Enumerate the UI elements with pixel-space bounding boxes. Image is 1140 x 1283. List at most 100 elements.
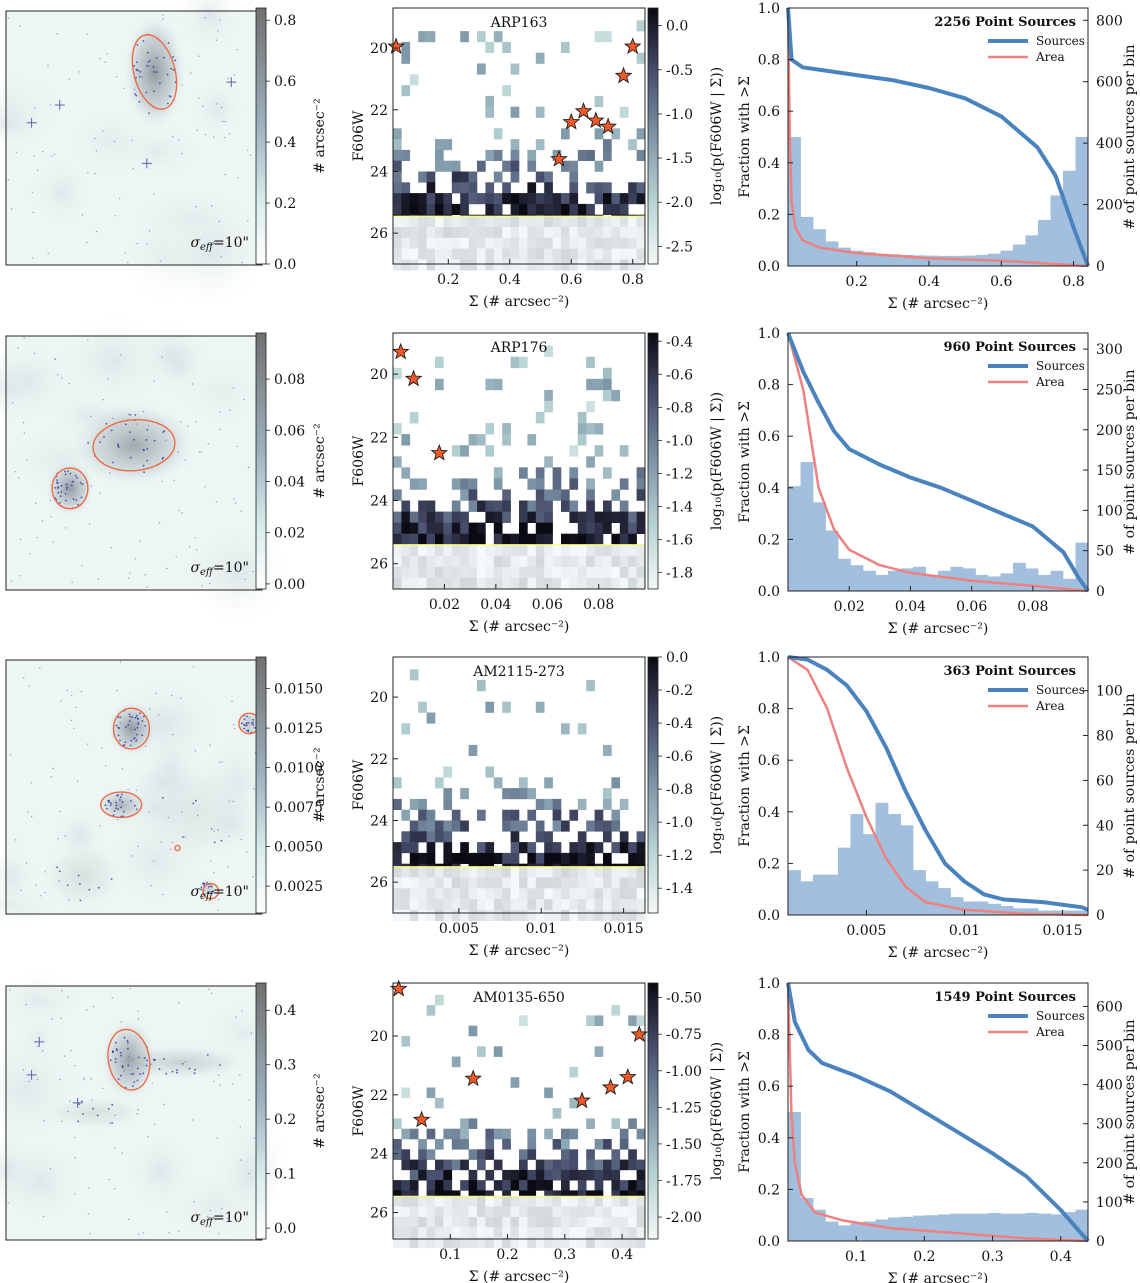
- cmd-bin: [485, 423, 495, 435]
- point-source-dot: [68, 78, 71, 80]
- cmd-bin: [401, 434, 411, 446]
- cmd-bin: [552, 478, 562, 490]
- cmd-bin-faint: [409, 248, 419, 260]
- cmd-bin: [409, 1190, 419, 1201]
- point-source-dot: [49, 499, 52, 502]
- point-source-dot: [191, 383, 194, 385]
- cmd-bin-faint: [519, 1216, 528, 1228]
- cmd-bin: [510, 831, 520, 843]
- cmd-bin-faint: [636, 216, 646, 228]
- cmd-bin-faint: [569, 555, 579, 568]
- cmd-bin: [586, 500, 595, 512]
- histogram-bar: [913, 870, 926, 915]
- point-source-dot: [57, 838, 59, 840]
- cmd-bin: [577, 1180, 587, 1191]
- point-source-dot: [128, 1218, 130, 1221]
- cmd-bin: [636, 1159, 646, 1171]
- point-source-dot: [74, 1136, 76, 1139]
- cmd-bin: [393, 149, 402, 161]
- hist-tick-label: 100: [1096, 684, 1123, 700]
- point-source-dot: [52, 541, 54, 543]
- cmd-bin-faint: [611, 566, 621, 579]
- cmd-bin-faint: [418, 555, 427, 568]
- point-source-dot: [136, 808, 138, 811]
- point-source-dot: [207, 442, 209, 445]
- cmd-bin: [435, 356, 444, 369]
- histogram-bar: [1025, 568, 1039, 591]
- cmd-bin: [586, 1169, 595, 1181]
- cmd-bin-faint: [418, 566, 427, 579]
- y-tick-label: 0.6: [758, 429, 780, 445]
- cmd-bin-faint: [502, 899, 511, 911]
- cmd-bin: [477, 522, 486, 534]
- cmd-bin-faint: [502, 909, 511, 921]
- cmd-bin-faint: [519, 248, 528, 260]
- cmd-bin: [502, 41, 511, 53]
- cmd-bin-faint: [603, 1227, 612, 1238]
- cmd-bin: [552, 193, 562, 205]
- point-source-dot: [210, 205, 213, 207]
- cmd-bin-faint: [502, 259, 511, 271]
- cmd-bin-faint: [485, 899, 495, 911]
- point-source-dot: [227, 77, 229, 80]
- point-source-dot: [102, 1087, 104, 1090]
- point-source-dot: [79, 883, 81, 885]
- y-tick-label: 24: [370, 494, 388, 510]
- cmd-bin: [586, 1015, 595, 1026]
- cmd-bin-faint: [552, 216, 562, 228]
- cmd-bin: [628, 1190, 637, 1201]
- cmd-bin: [409, 193, 419, 205]
- hist-tick-label: 0: [1096, 908, 1105, 924]
- point-source-dot: [50, 776, 53, 778]
- cmd-bin: [510, 788, 520, 800]
- cmd-bin: [493, 511, 503, 523]
- point-source-dot: [163, 430, 166, 432]
- cmd-bin: [401, 500, 411, 512]
- cmd-colorbar-tick-label: -2.0: [666, 195, 693, 211]
- cmd-bin: [569, 852, 579, 864]
- cmd-bin-faint: [577, 555, 587, 568]
- cmd-bin: [569, 1066, 579, 1078]
- cmd-bin-faint: [468, 544, 478, 557]
- fraction-frame: [787, 7, 1089, 267]
- cmd-bin: [561, 160, 570, 172]
- point-source-dot: [158, 1068, 161, 1071]
- point-source-dot: [233, 74, 236, 76]
- point-source-dot: [25, 862, 28, 864]
- point-source-dot: [132, 168, 134, 170]
- cmd-bin-faint: [510, 248, 520, 260]
- cmd-bin-faint: [393, 577, 402, 590]
- cmd-bin: [535, 500, 545, 512]
- cmd-bin: [393, 367, 402, 380]
- cmd-bin-faint: [628, 909, 637, 921]
- cmd-bin-faint: [603, 888, 612, 900]
- cmd-bin: [594, 423, 604, 435]
- histogram-bar: [825, 241, 839, 266]
- point-source-dot: [133, 65, 136, 67]
- cmd-bin-faint: [401, 555, 411, 568]
- histogram-bar: [900, 825, 914, 915]
- y-tick-label: 0.6: [758, 753, 780, 769]
- cmd-bin: [401, 723, 411, 735]
- histogram-bar: [888, 254, 901, 266]
- cmd-bin: [451, 1128, 461, 1140]
- point-source-dot: [134, 414, 137, 416]
- point-source-dot: [124, 252, 126, 254]
- cmd-colorbar-tick-label: -1.4: [666, 881, 693, 897]
- y-tick-label: 24: [370, 164, 388, 180]
- cmd-bin: [418, 852, 427, 864]
- cmd-bin: [561, 203, 570, 215]
- cmd-bin: [426, 809, 436, 821]
- point-source-dot: [108, 800, 111, 803]
- cmd-bin-faint: [502, 544, 511, 557]
- diffuse-emission: [0, 1140, 85, 1225]
- point-source-dot: [120, 354, 122, 356]
- point-source-dot: [158, 714, 160, 716]
- cmd-bin-faint: [619, 1227, 629, 1238]
- point-source-dot: [47, 252, 49, 255]
- cmd-bin-faint: [586, 866, 595, 878]
- cmd-bin: [544, 171, 553, 183]
- cmd-bin-faint: [611, 866, 621, 878]
- cmd-bin-faint: [535, 237, 545, 249]
- point-source-dot: [248, 1172, 250, 1175]
